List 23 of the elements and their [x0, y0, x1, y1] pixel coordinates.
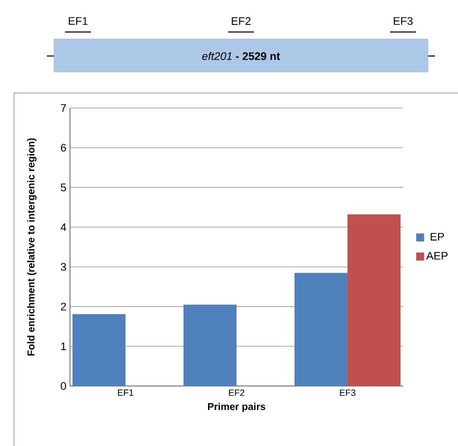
- text: EF2: [232, 17, 251, 25]
- x-tick-label: EF1: [118, 390, 134, 396]
- bar: [294, 272, 348, 386]
- y-tick-label: 6: [60, 144, 66, 152]
- legend-label: EP: [430, 232, 444, 241]
- y-tick-label: 7: [60, 104, 66, 112]
- y-tick-label: 3: [60, 262, 66, 271]
- legend-label: AEP: [426, 252, 448, 260]
- x-tick-label: EF2: [228, 390, 244, 396]
- y-tick-label: 0: [60, 382, 66, 390]
- y-axis-title: Fold enrichment (relative to intergenic region): [27, 138, 37, 356]
- bar: [72, 314, 126, 386]
- bar: [348, 214, 401, 386]
- text: EF3: [394, 17, 413, 25]
- text: eft201 - 2529 nt: [202, 52, 280, 60]
- y-tick-label: 5: [60, 184, 66, 192]
- x-axis-title: Primer pairs: [208, 402, 266, 412]
- bar: [184, 304, 237, 386]
- y-tick-label: 4: [60, 223, 66, 231]
- x-tick-label: EF3: [340, 390, 356, 396]
- y-tick-label: 1: [61, 342, 66, 350]
- text: EF1: [68, 17, 88, 25]
- y-tick-label: 2: [60, 302, 66, 310]
